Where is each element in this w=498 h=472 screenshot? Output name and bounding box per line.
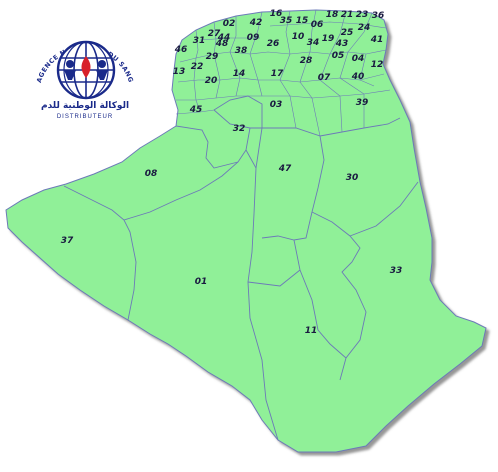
region-label-47: 47 [278, 164, 292, 174]
region-label-19: 19 [322, 34, 335, 44]
region-label-14: 14 [233, 69, 246, 79]
region-label-36: 36 [372, 11, 385, 21]
region-label-39: 39 [356, 98, 369, 108]
region-label-01: 01 [195, 277, 208, 287]
agency-logo: AGENCE NATIONALE DU SANG الوكالة الوطنية… [30, 26, 140, 134]
country-outline [5, 9, 487, 453]
logo-sub-text: DISTRIBUTEUR [56, 114, 114, 120]
region-label-09: 09 [247, 33, 260, 43]
region-label-24: 24 [358, 23, 371, 33]
region-borders [63, 95, 419, 441]
region-label-12: 12 [371, 60, 384, 70]
region-label-06: 06 [311, 20, 324, 30]
region-label-05: 05 [332, 51, 345, 61]
region-label-46: 46 [174, 45, 188, 55]
region-label-22: 22 [191, 62, 204, 72]
region-label-03: 03 [270, 100, 283, 110]
region-label-42: 42 [249, 18, 263, 28]
region-label-10: 10 [292, 32, 305, 42]
north-region-borders [175, 9, 391, 137]
region-label-28: 28 [300, 56, 313, 66]
blood-drop-icon [81, 56, 91, 78]
region-label-13: 13 [173, 67, 186, 77]
region-label-44: 44 [217, 33, 231, 43]
region-label-08: 08 [145, 169, 158, 179]
region-label-30: 30 [346, 173, 359, 183]
region-label-40: 40 [351, 72, 365, 82]
region-label-18: 18 [326, 10, 339, 20]
region-label-11: 11 [305, 326, 318, 336]
logo-arabic-text: الوكالة الوطنية للدم [40, 101, 130, 111]
region-label-07: 07 [318, 73, 331, 83]
region-label-43: 43 [335, 39, 349, 49]
region-label-45: 45 [189, 105, 203, 115]
region-label-25: 25 [341, 28, 354, 38]
region-label-21: 21 [341, 10, 354, 20]
region-label-17: 17 [271, 69, 284, 79]
region-label-35: 35 [280, 16, 293, 26]
region-label-26: 26 [267, 39, 280, 49]
region-label-02: 02 [223, 19, 236, 29]
region-label-37: 37 [61, 236, 74, 246]
region-label-16: 16 [270, 9, 283, 19]
globe-icon [56, 40, 116, 100]
region-label-15: 15 [296, 16, 309, 26]
region-label-48: 48 [215, 39, 229, 49]
region-label-38: 38 [235, 46, 248, 56]
region-label-20: 20 [205, 76, 218, 86]
region-label-27: 27 [208, 29, 221, 39]
region-label-29: 29 [206, 52, 219, 62]
region-label-04: 04 [352, 54, 365, 64]
region-label-33: 33 [390, 266, 403, 276]
region-label-34: 34 [307, 38, 320, 48]
region-label-23: 23 [356, 10, 369, 20]
region-label-31: 31 [193, 36, 206, 46]
region-label-41: 41 [370, 35, 384, 45]
region-label-32: 32 [233, 124, 246, 134]
